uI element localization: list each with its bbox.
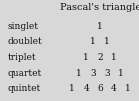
Text: quartet: quartet: [8, 69, 42, 78]
Text: 1: 1: [97, 22, 103, 31]
Text: 4: 4: [83, 84, 89, 93]
Text: 3: 3: [90, 69, 96, 78]
Text: triplet: triplet: [8, 53, 36, 62]
Text: doublet: doublet: [8, 37, 42, 46]
Text: 4: 4: [111, 84, 117, 93]
Text: 1: 1: [76, 69, 82, 78]
Text: Pascal's triangle: Pascal's triangle: [59, 3, 139, 12]
Text: 2: 2: [97, 53, 103, 62]
Text: 1: 1: [125, 84, 131, 93]
Text: singlet: singlet: [8, 22, 39, 31]
Text: 1: 1: [111, 53, 117, 62]
Text: 1: 1: [69, 84, 75, 93]
Text: 6: 6: [97, 84, 103, 93]
Text: 1: 1: [90, 37, 96, 46]
Text: 1: 1: [83, 53, 89, 62]
Text: quintet: quintet: [8, 84, 41, 93]
Text: 1: 1: [118, 69, 124, 78]
Text: 3: 3: [104, 69, 110, 78]
Text: 1: 1: [104, 37, 110, 46]
